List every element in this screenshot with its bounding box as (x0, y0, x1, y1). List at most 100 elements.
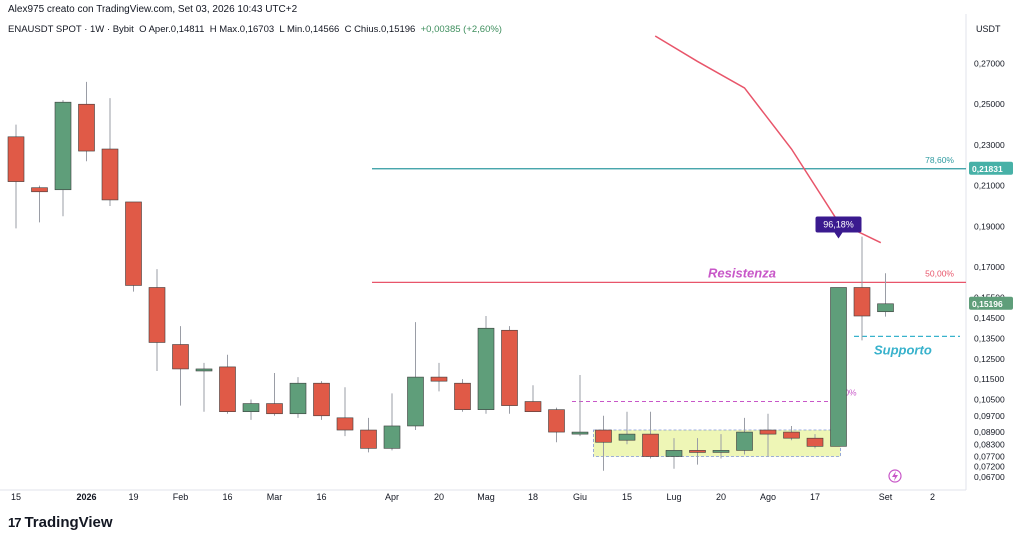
x-tick-label: 2 (930, 492, 935, 502)
x-tick-label: 18 (528, 492, 538, 502)
candle-body (595, 429, 612, 443)
y-tick-label: 0,23000 (974, 140, 1005, 150)
candle-body (571, 431, 589, 435)
lightning-icon (892, 471, 898, 481)
candle-body (501, 329, 518, 406)
candle-body (172, 344, 189, 370)
candle-body (430, 376, 448, 382)
x-tick-label: Mar (267, 492, 283, 502)
candle-body (783, 431, 800, 439)
symbol-legend: ENAUSDT SPOT · 1W · Bybit O Aper.0,14811… (8, 24, 502, 35)
candle-body (712, 450, 730, 453)
badge-label: 96,18% (823, 220, 854, 230)
brand-name: TradingView (24, 514, 113, 531)
candle-body (78, 103, 95, 152)
y-tick-label: 0,07700 (974, 452, 1005, 462)
x-tick-label: 2026 (76, 492, 96, 502)
y-tick-label: 0,27000 (974, 58, 1005, 68)
moving-average-line (654, 35, 882, 244)
candle-body (242, 403, 260, 413)
x-tick-label: Mag (477, 492, 495, 502)
candle-body (689, 450, 706, 453)
x-tick-label: Ago (760, 492, 776, 502)
candle-body (830, 287, 847, 447)
candle-body (336, 417, 354, 431)
fib-786-label: 78,60% (925, 155, 954, 165)
candle-body (148, 287, 166, 343)
y-tick-label: 0,11500 (974, 374, 1004, 384)
y-tick-label: 0,19000 (974, 221, 1005, 231)
price-axis-title: USDT (976, 24, 1001, 34)
x-tick-label: 20 (434, 492, 444, 502)
candle-body (125, 201, 142, 286)
y-tick-label: 0,14500 (974, 313, 1005, 323)
legend-open: O Aper.0,14811 (139, 24, 205, 35)
y-tick-label: 0,17000 (974, 262, 1005, 272)
x-tick-label: 20 (716, 492, 726, 502)
candle-body (877, 303, 894, 313)
candle-body (477, 327, 495, 410)
candle-body (618, 433, 636, 441)
candle-body (313, 382, 330, 417)
legend-symbol: ENAUSDT SPOT · 1W · Bybit (8, 24, 134, 35)
candle-body (806, 437, 824, 447)
x-tick-label: Feb (173, 492, 189, 502)
candle-body (195, 368, 213, 372)
x-tick-label: Lug (666, 492, 681, 502)
candle-body (219, 366, 236, 413)
x-tick-label: 16 (316, 492, 326, 502)
current-price-tag-box (969, 296, 1013, 310)
candle-body (31, 187, 48, 193)
fib-price-tag: 0,21831 (972, 164, 1003, 174)
support-label: Supporto (874, 342, 932, 357)
resistance-label: Resistenza (708, 265, 776, 280)
candle-body (54, 101, 72, 191)
fib-50-label: 50,00% (925, 268, 954, 278)
x-tick-label: 15 (622, 492, 632, 502)
percent-change-badge (815, 216, 862, 233)
candle-body (736, 431, 753, 451)
y-tick-label: 0,21000 (974, 181, 1005, 191)
y-tick-label: 0,09700 (974, 411, 1005, 421)
current-price-tag: 0,15196 (972, 299, 1003, 309)
x-tick-label: Giu (573, 492, 587, 502)
candle-body (454, 382, 471, 410)
candle-body (665, 450, 683, 457)
x-tick-label: 17 (810, 492, 820, 502)
x-tick-label: Apr (385, 492, 399, 502)
legend-close: C Chius.0,15196 (344, 24, 416, 35)
candle-body (266, 403, 283, 415)
candle-body (101, 148, 119, 201)
y-tick-label: 0,06700 (974, 472, 1005, 482)
y-tick-label: 0,08300 (974, 439, 1005, 449)
candle-body (759, 429, 777, 435)
x-tick-label: 15 (11, 492, 21, 502)
candle-body (548, 409, 565, 433)
y-tick-label: 0,13500 (974, 333, 1005, 343)
y-tick-label: 0,08900 (974, 427, 1005, 437)
badge-pointer-icon (834, 232, 843, 239)
fib-price-tag-box (969, 161, 1013, 175)
candle-body (289, 382, 307, 415)
legend-low: L Min.0,14566 (279, 24, 340, 35)
tradingview-brand: 17 TradingView (8, 514, 113, 531)
x-tick-label: 16 (222, 492, 232, 502)
candle-body (7, 136, 25, 182)
legend-change: +0,00385 (+2,60%) (420, 24, 502, 35)
candle-body (360, 429, 377, 449)
alert-icon (888, 469, 902, 483)
x-tick-label: 19 (128, 492, 138, 502)
candle-body (407, 376, 424, 427)
y-tick-label: 0,10500 (974, 394, 1005, 404)
candle-body (642, 433, 659, 457)
legend-high: H Max.0,16703 (209, 24, 275, 35)
candle-body (524, 401, 542, 413)
x-tick-label: Set (879, 492, 893, 502)
y-tick-label: 0,12500 (974, 354, 1005, 364)
y-tick-label: 0,07200 (974, 462, 1005, 472)
tradingview-logo-icon: 17 (8, 515, 22, 530)
y-tick-label: 0,25000 (974, 99, 1005, 109)
candle-body (853, 287, 871, 317)
candle-body (383, 425, 401, 449)
